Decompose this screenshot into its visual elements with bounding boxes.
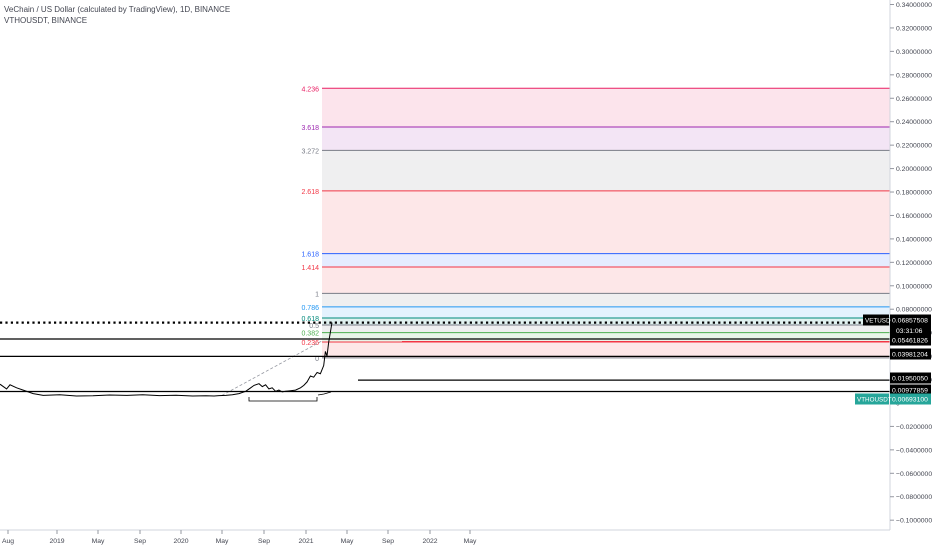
countdown-label: 03:31:06 bbox=[896, 328, 923, 335]
price-label-box bbox=[890, 384, 931, 396]
fib-zone bbox=[322, 306, 890, 319]
price-label-value: 0.06857508 bbox=[892, 318, 928, 325]
y-tick-label: 0.14000000 bbox=[896, 236, 932, 243]
fib-zone bbox=[322, 342, 890, 358]
fib-level-label: 4.236 bbox=[301, 86, 319, 93]
fib-zone bbox=[322, 190, 890, 254]
y-tick-label: 0.22000000 bbox=[896, 143, 932, 150]
y-tick-label: 0.32000000 bbox=[896, 25, 932, 32]
fib-level-label: 0.5 bbox=[309, 323, 319, 330]
price-label-value: 0.03981204 bbox=[892, 352, 928, 359]
fib-zone bbox=[322, 150, 890, 191]
price-label-box bbox=[890, 393, 931, 405]
price-label-box bbox=[890, 372, 931, 384]
x-tick-label: Sep bbox=[258, 538, 270, 545]
price-label-box bbox=[890, 314, 931, 326]
x-tick-label: Sep bbox=[134, 538, 146, 545]
fib-zone bbox=[322, 253, 890, 268]
x-tick-label: May bbox=[216, 538, 229, 545]
y-tick-label: 0.20000000 bbox=[896, 166, 932, 173]
price-line bbox=[0, 322, 333, 397]
y-tick-label: 0.08000000 bbox=[896, 307, 932, 314]
fib-level-label: 3.272 bbox=[301, 148, 319, 155]
fib-zone bbox=[322, 332, 890, 343]
fib-zone bbox=[322, 88, 890, 127]
fib-level-label: 3.618 bbox=[301, 125, 319, 132]
price-label-box bbox=[890, 348, 931, 360]
fib-level-label: 1.414 bbox=[301, 265, 319, 272]
x-tick-label: Sep bbox=[382, 538, 394, 545]
fib-level-label: 1.618 bbox=[301, 252, 319, 259]
countdown-box bbox=[890, 325, 931, 336]
ticker-label-box bbox=[863, 314, 889, 326]
y-tick-label: 0.10000000 bbox=[896, 283, 932, 290]
fib-level-label: 0 bbox=[315, 356, 319, 363]
fib-zone bbox=[322, 325, 890, 333]
y-tick-label: 0.24000000 bbox=[896, 119, 932, 126]
x-tick-label: 2022 bbox=[422, 538, 437, 545]
fib-level-label: 0.618 bbox=[301, 316, 319, 323]
y-tick-label: 0.12000000 bbox=[896, 260, 932, 267]
x-tick-label: 2019 bbox=[49, 538, 64, 545]
fib-zone bbox=[322, 126, 890, 151]
trend-line bbox=[221, 340, 323, 396]
y-tick-label: −0.02000000 bbox=[896, 424, 932, 431]
x-tick-label: 2020 bbox=[173, 538, 188, 545]
range-bracket bbox=[248, 397, 318, 402]
y-tick-label: −0.10000000 bbox=[896, 518, 932, 525]
y-tick-label: 0.28000000 bbox=[896, 72, 932, 79]
x-tick-label: May bbox=[92, 538, 105, 545]
fib-zone bbox=[322, 293, 890, 307]
price-label-box bbox=[890, 334, 931, 346]
y-tick-label: 0.16000000 bbox=[896, 213, 932, 220]
y-tick-label: −0.06000000 bbox=[896, 471, 932, 478]
y-tick-label: −0.04000000 bbox=[896, 447, 932, 454]
y-tick-label: 0.18000000 bbox=[896, 190, 932, 197]
price-label-value: 0.01950050 bbox=[892, 376, 928, 383]
y-tick-label: 0.26000000 bbox=[896, 96, 932, 103]
y-tick-label: −0.08000000 bbox=[896, 494, 932, 501]
x-tick-label: Aug bbox=[2, 538, 14, 545]
price-label-value: 0.00977859 bbox=[892, 388, 928, 395]
fib-level-label: 1 bbox=[315, 291, 319, 298]
x-tick-label: May bbox=[464, 538, 477, 545]
price-label-value: 0.00693100 bbox=[892, 397, 928, 404]
ticker-label: VTHOUSDT bbox=[857, 397, 892, 404]
fib-level-label: 0.382 bbox=[301, 331, 319, 338]
price-label-value: 0.05461826 bbox=[892, 338, 928, 345]
y-tick-label: 0.30000000 bbox=[896, 49, 932, 56]
chart-title: VeChain / US Dollar (calculated by Tradi… bbox=[4, 5, 231, 14]
fib-level-label: 2.618 bbox=[301, 189, 319, 196]
x-tick-label: 2021 bbox=[298, 538, 313, 545]
ticker-label: VETUSD bbox=[865, 318, 891, 325]
vtho-line bbox=[317, 391, 332, 396]
x-tick-label: May bbox=[341, 538, 354, 545]
fib-zone bbox=[322, 267, 890, 294]
y-tick-label: 0.34000000 bbox=[896, 2, 932, 9]
chart-subtitle: VTHOUSDT, BINANCE bbox=[4, 16, 88, 25]
fib-level-label: 0.236 bbox=[301, 340, 319, 347]
fib-level-label: 0.786 bbox=[301, 305, 319, 312]
ticker-label-box bbox=[855, 393, 889, 405]
